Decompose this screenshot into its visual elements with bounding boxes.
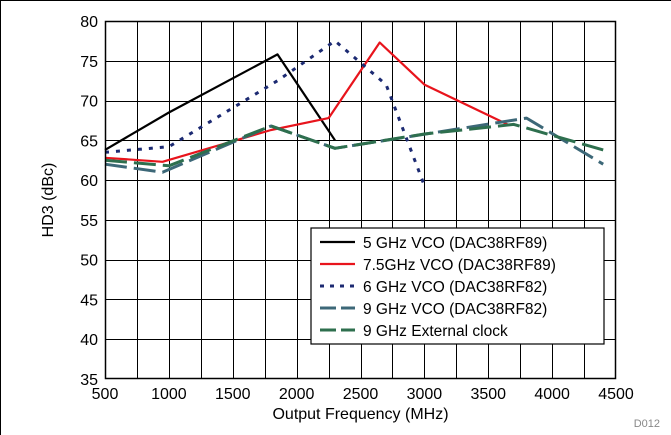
legend-box [310, 227, 605, 345]
legend-label-1: 5 GHz VCO (DAC38RF89) [363, 235, 547, 252]
x-tick-label: 2500 [343, 386, 379, 403]
series-line-5 [104, 122, 604, 168]
x-tick-label: 3000 [407, 386, 443, 403]
x-tick-label: 2000 [279, 386, 315, 403]
legend-label-2: 7.5GHz VCO (DAC38RF89) [363, 257, 556, 274]
plot-border [104, 20, 617, 380]
x-tick-label: 1500 [215, 386, 251, 403]
series-line-2 [104, 41, 508, 163]
x-tick-label: 3500 [470, 386, 506, 403]
y-tick-label: 35 [80, 372, 98, 389]
y-tick-label: 75 [80, 54, 98, 71]
x-tick-label: 500 [92, 386, 119, 403]
x-axis-label: Output Frequency (MHz) [272, 406, 448, 423]
y-tick-label: 45 [80, 292, 98, 309]
y-tick-label: 55 [80, 213, 98, 230]
figure-id-label: D012 [634, 418, 660, 430]
y-axis-label: HD3 (dBc) [40, 163, 57, 238]
y-tick-label: 65 [80, 133, 98, 150]
legend-label-3: 6 GHz VCO (DAC38RF82) [363, 279, 547, 296]
x-tick-label: 4500 [598, 386, 634, 403]
y-tick-label: 50 [80, 253, 98, 270]
y-tick-label: 60 [80, 173, 98, 190]
legend-label-5: 9 GHz External clock [363, 323, 508, 340]
x-tick-label: 1000 [151, 386, 187, 403]
series-line-1 [104, 53, 336, 151]
x-tick-label: 4000 [534, 386, 570, 403]
y-tick-label: 80 [80, 14, 98, 31]
y-tick-label: 40 [80, 332, 98, 349]
legend-label-4: 9 GHz VCO (DAC38RF82) [363, 301, 547, 318]
y-tick-label: 70 [80, 94, 98, 111]
